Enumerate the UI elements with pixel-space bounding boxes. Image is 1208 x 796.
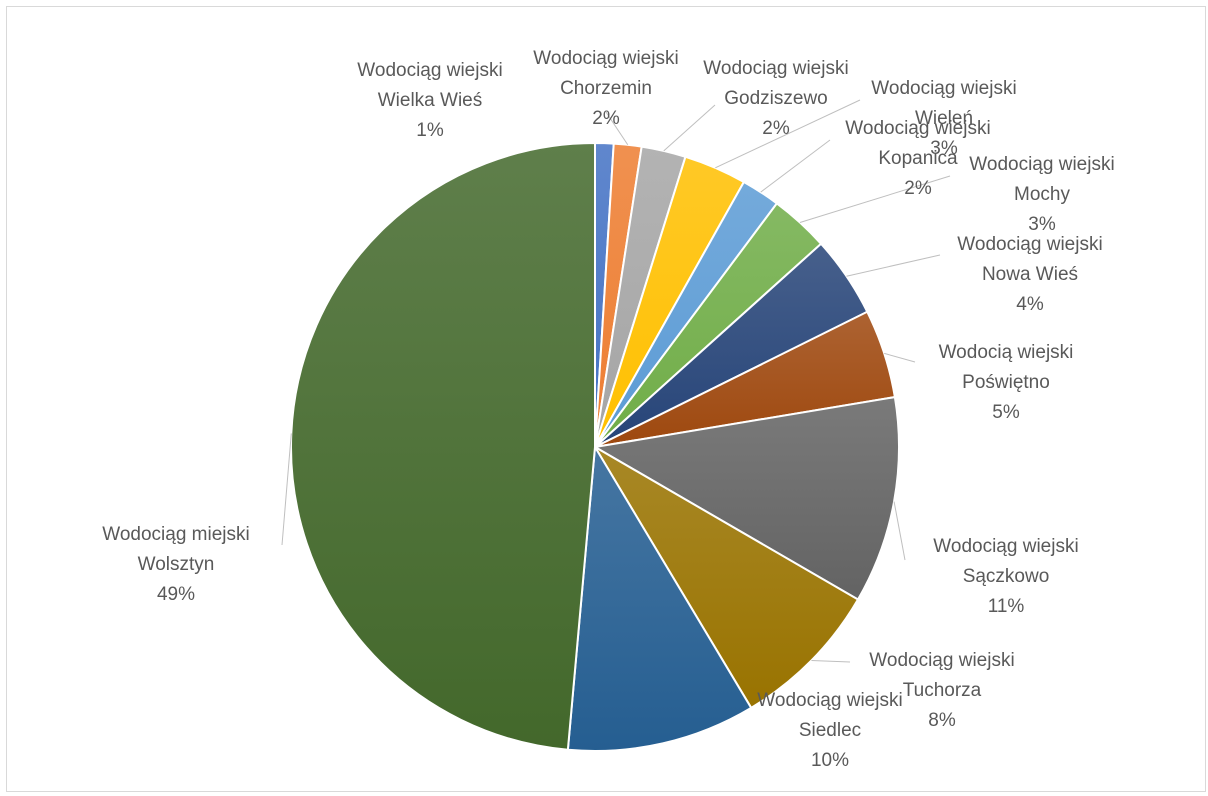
data-label: Wodociąg miejski Wolsztyn 49% <box>102 524 249 605</box>
leader-line <box>893 501 906 561</box>
pie-slice <box>566 443 753 752</box>
pie-slices <box>289 141 900 752</box>
data-label: Wodociąg wiejski Nowa Wieś 4% <box>957 234 1102 315</box>
leader-line <box>846 254 941 277</box>
leader-line <box>799 175 951 223</box>
leader-line <box>715 99 861 169</box>
pie-slice <box>592 395 900 601</box>
leader-line <box>605 111 629 146</box>
data-label: Wodociąg wiejski Siedlec 10% <box>757 690 902 771</box>
data-label: Wodocią wiejski Poświętno 5% <box>939 342 1074 423</box>
leader-line <box>663 104 716 152</box>
data-label: Wodociąg wiejski Kopanica 2% <box>845 118 990 199</box>
pie-slice <box>592 444 860 710</box>
data-labels: Wodociąg wiejski Wielka Wieś 1% Wodociąg wi… <box>102 48 1114 771</box>
data-label: Wodociąg wiejski Sączkowo 11% <box>933 536 1078 617</box>
leader-line <box>281 433 292 546</box>
data-label: Wodociąg wiejski Wieleń 3% <box>871 78 1016 159</box>
data-label: Wodociąg wiejski Mochy 3% <box>969 154 1114 235</box>
leader-line <box>884 352 916 363</box>
leader-lines <box>281 99 951 663</box>
data-label: Wodociąg wiejski Wielka Wieś 1% <box>357 60 502 141</box>
pie-slice <box>289 141 596 751</box>
data-label: Wodociąg wiejski Chorzemin 2% <box>533 48 678 129</box>
data-label: Wodociąg wiejski Tuchorza 8% <box>869 650 1014 731</box>
leader-line <box>760 139 831 193</box>
data-label: Wodociąg wiejski Godziszewo 2% <box>703 58 848 139</box>
leader-line <box>811 659 851 663</box>
